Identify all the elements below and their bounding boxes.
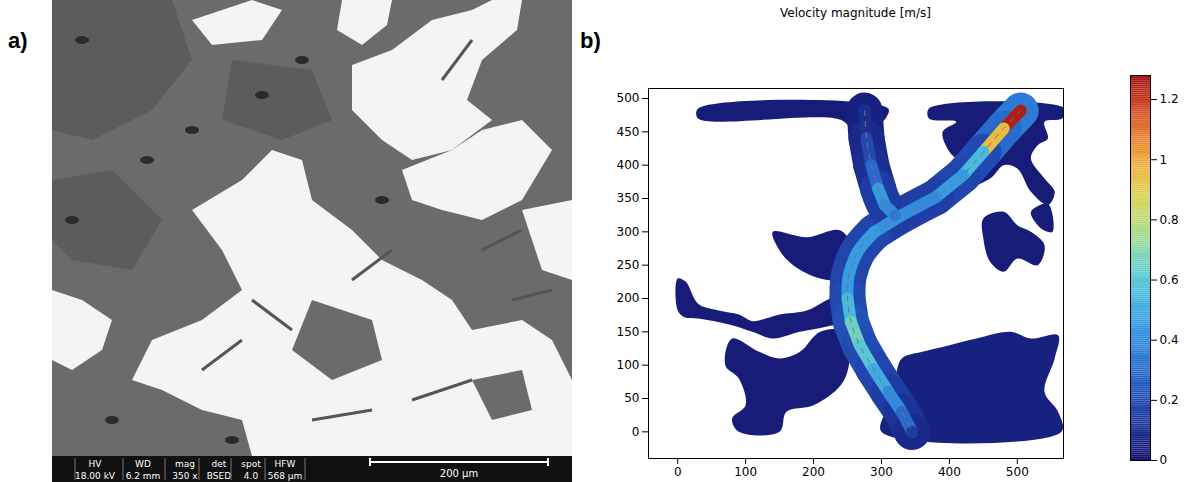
svg-text:6.2 mm: 6.2 mm bbox=[126, 471, 161, 481]
svg-text:0.6: 0.6 bbox=[1160, 273, 1179, 287]
svg-text:0.8: 0.8 bbox=[1160, 213, 1179, 227]
svg-text:HV: HV bbox=[89, 459, 103, 469]
svg-text:1: 1 bbox=[1160, 153, 1168, 167]
svg-text:500: 500 bbox=[617, 91, 640, 105]
svg-text:200 µm: 200 µm bbox=[440, 468, 478, 479]
svg-text:18.00 kV: 18.00 kV bbox=[75, 471, 116, 481]
svg-text:150: 150 bbox=[617, 325, 640, 339]
svg-text:300: 300 bbox=[617, 225, 640, 239]
svg-text:400: 400 bbox=[938, 465, 961, 479]
svg-text:spot: spot bbox=[241, 459, 261, 469]
svg-text:0: 0 bbox=[674, 465, 682, 479]
html-text:b): b) bbox=[580, 28, 601, 53]
html-text:a): a) bbox=[8, 28, 28, 53]
svg-text:0: 0 bbox=[1160, 453, 1168, 467]
svg-text:100: 100 bbox=[734, 465, 757, 479]
svg-text:0.4: 0.4 bbox=[1160, 333, 1179, 347]
svg-text:350: 350 bbox=[617, 191, 640, 205]
svg-text:4.0: 4.0 bbox=[244, 471, 259, 481]
svg-text:450: 450 bbox=[617, 125, 640, 139]
svg-text:1.2: 1.2 bbox=[1160, 92, 1179, 106]
svg-text:WD: WD bbox=[135, 459, 151, 469]
svg-text:350 x: 350 x bbox=[172, 471, 198, 481]
svg-text:500: 500 bbox=[1006, 465, 1029, 479]
svg-text:250: 250 bbox=[617, 258, 640, 272]
svg-text:300: 300 bbox=[870, 465, 893, 479]
svg-text:200: 200 bbox=[802, 465, 825, 479]
html-text:Velocity magnitude [m/s]: Velocity magnitude [m/s] bbox=[780, 6, 931, 20]
svg-text:568 µm: 568 µm bbox=[268, 471, 303, 481]
svg-text:100: 100 bbox=[617, 358, 640, 372]
svg-text:0.2: 0.2 bbox=[1160, 393, 1179, 407]
svg-text:50: 50 bbox=[624, 391, 639, 405]
svg-text:BSED: BSED bbox=[207, 471, 231, 481]
svg-text:HFW: HFW bbox=[275, 459, 296, 469]
svg-text:det: det bbox=[212, 459, 227, 469]
svg-text:200: 200 bbox=[617, 291, 640, 305]
svg-text:400: 400 bbox=[617, 158, 640, 172]
svg-text:mag: mag bbox=[175, 459, 195, 469]
svg-text:0: 0 bbox=[632, 425, 640, 439]
